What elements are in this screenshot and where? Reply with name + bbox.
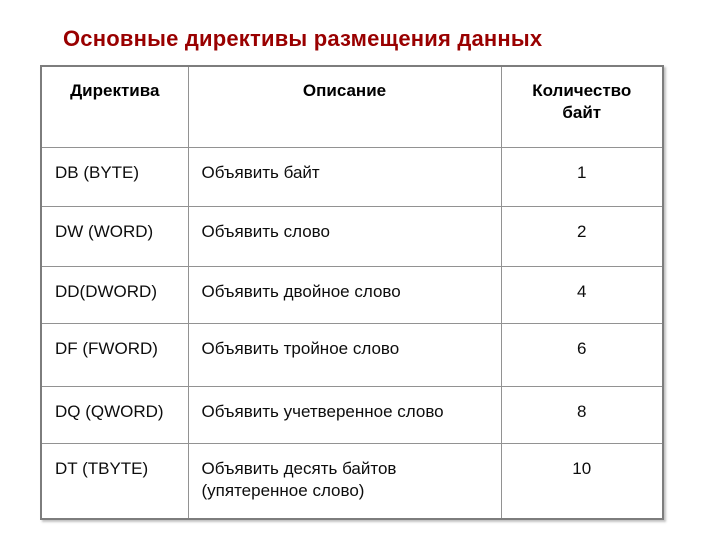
bytes-cell: 1: [500, 146, 664, 207]
description-cell: Объявить двойное слово: [187, 265, 502, 324]
table-row-dt: DT (TBYTE) Объявить десять байтов (упяте…: [40, 442, 664, 520]
directive-cell: DT (TBYTE): [40, 442, 189, 520]
description-cell: Объявить тройное слово: [187, 322, 502, 387]
bytes-cell: 4: [500, 265, 664, 324]
header-byte-count: Количество байт: [500, 65, 664, 148]
description-cell: Объявить байт: [187, 146, 502, 207]
header-directive: Директива: [40, 65, 189, 148]
bytes-cell: 8: [500, 385, 664, 444]
table-row-db: DB (BYTE) Объявить байт 1: [40, 146, 664, 207]
directives-table: Директива Описание Количество байт DB (B…: [40, 65, 664, 520]
slide-title: Основные директивы размещения данных: [63, 26, 543, 51]
table-row-dd: DD(DWORD) Объявить двойное слово 4: [40, 265, 664, 324]
header-description: Описание: [187, 65, 502, 148]
table-row-df: DF (FWORD) Объявить тройное слово 6: [40, 322, 664, 387]
table-header-row: Директива Описание Количество байт: [40, 65, 664, 148]
bytes-cell: 2: [500, 205, 664, 267]
description-cell: Объявить слово: [187, 205, 502, 267]
directive-cell: DB (BYTE): [40, 146, 189, 207]
bytes-cell: 10: [500, 442, 664, 520]
description-cell: Объявить десять байтов (упятеренное слов…: [187, 442, 502, 520]
bytes-cell: 6: [500, 322, 664, 387]
directive-cell: DD(DWORD): [40, 265, 189, 324]
directive-cell: DW (WORD): [40, 205, 189, 267]
directive-cell: DF (FWORD): [40, 322, 189, 387]
description-cell: Объявить учетверенное слово: [187, 385, 502, 444]
table-row-dw: DW (WORD) Объявить слово 2: [40, 205, 664, 267]
table-row-dq: DQ (QWORD) Объявить учетверенное слово 8: [40, 385, 664, 444]
directive-cell: DQ (QWORD): [40, 385, 189, 444]
